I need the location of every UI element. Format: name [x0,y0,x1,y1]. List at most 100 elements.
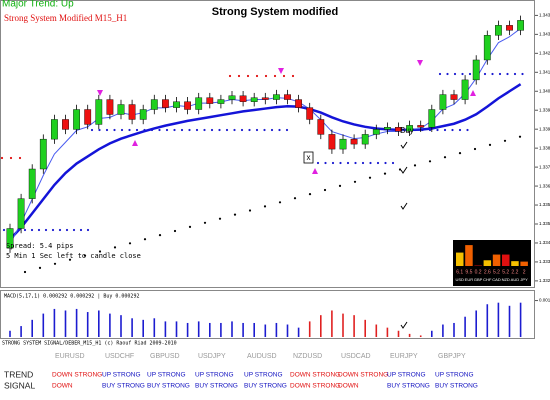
indicator-dot [483,72,487,76]
strength-bar [502,254,510,266]
macd-label: MACD(5,17,1) 0.000292 0.000292 | Buy 0.0… [4,294,139,300]
candle-body [450,94,458,100]
indicator-dot [323,188,327,192]
indicator-dot [44,228,48,232]
y-tick-label: 1.33515 [539,221,550,226]
candle-body [517,20,525,31]
check [400,141,408,149]
indicator-dot [237,74,241,78]
candle-body [439,94,447,110]
indicator-dot [83,254,87,257]
exit-label: x [307,153,311,162]
indicator-dot [428,160,432,163]
candle-body [6,228,14,249]
indicator-dot [384,161,387,165]
strength-bar [492,254,501,266]
indicator-dot [468,72,472,76]
indicator-dot [218,217,222,220]
candle-body [106,99,114,115]
y-tick-label: 1.33835 [539,145,550,150]
column-header: EURUSD [55,353,85,360]
title: Strong System modified [212,6,339,18]
indicator-dot [38,266,42,269]
signal-cell: BUY STRONG [102,383,145,390]
y-tick-label: 1.33915 [539,126,550,131]
signal-cell: BUY STRONG [435,383,478,390]
candle-body [384,127,391,130]
indicator-dot [338,184,342,187]
candle-body [161,99,169,108]
candle-body [339,138,347,150]
macd-tick-label: 0.001168 [539,298,550,303]
column-header: GBPJPY [438,353,466,360]
strength-currency: NZD [502,277,510,282]
signal-cell: DOWN STRONG [290,383,340,390]
row-label: TREND [4,369,33,379]
indicator-dot [446,72,449,76]
indicator-dot [263,128,266,132]
indicator-dot [398,168,402,171]
indicator-dot [443,128,447,132]
candle-body [150,99,158,110]
strength-currency: AUD [511,277,520,282]
column-header: USDJPY [198,353,226,360]
arrow-down [278,68,284,74]
strength-value: 6.1 [456,269,463,275]
strength-value: 2.2 [511,269,518,275]
check [400,321,408,329]
candle-body [317,119,325,135]
indicator-dot [188,128,191,132]
candle-body [95,99,103,125]
indicator-dot [513,72,517,76]
arrow-down [417,60,423,66]
candle-body [73,109,81,130]
y-tick-label: 1.34395 [539,13,550,18]
candle-body [295,99,302,108]
indicator-dot [120,128,124,132]
y-tick-label: 1.34315 [539,32,550,37]
indicator-dot [135,128,139,132]
column-header: AUDUSD [247,353,277,360]
indicator-layer [0,72,524,274]
indicator-dot [203,221,207,224]
indicator-dot [225,128,229,132]
indicator-dot [30,228,34,232]
column-header: GBPUSD [150,353,180,360]
indicator-dot [255,128,259,132]
strength-bar [483,260,492,266]
y-tick-label: 1.34075 [539,88,550,93]
strength-currency: JPY [520,277,528,282]
indicator-dot [498,72,502,76]
indicator-dot [128,242,132,245]
signal-cell: UP STRONG [102,372,141,379]
indicator-dot [521,72,524,76]
signal-table: EURUSD USDCHF GBPUSD USDJPY AUDUSD NZDUSD USDC… [4,353,478,390]
indicator-dot [79,228,83,232]
indicator-dot [473,147,477,151]
strength-value: 5.2 [493,269,500,275]
indicator-dot [86,228,90,232]
indicator-dot [293,197,297,200]
candle-body [284,94,291,100]
y-tick-label: 1.33355 [539,259,550,264]
check-marks [400,141,408,329]
indicator-dot [282,74,286,78]
indicator-dot [368,176,372,179]
indicator-dot [503,139,507,142]
indicator-dot [285,128,289,132]
indicator-dot [218,128,221,132]
indicator-dot [203,128,206,132]
indicator-dot [165,128,169,132]
subtitle: Strong System Modified M15_H1 [4,13,127,23]
candle-body [128,104,136,120]
signal-cell: BUY STRONG [195,383,238,390]
indicator-dot [308,193,312,196]
strength-bar [456,252,464,266]
candle-body [306,107,314,120]
candle-body [39,138,47,170]
candle-body [273,94,280,100]
indicator-dot [233,213,237,216]
indicator-dot [443,156,447,159]
indicator-dot [98,250,102,253]
candle-body [239,95,247,102]
